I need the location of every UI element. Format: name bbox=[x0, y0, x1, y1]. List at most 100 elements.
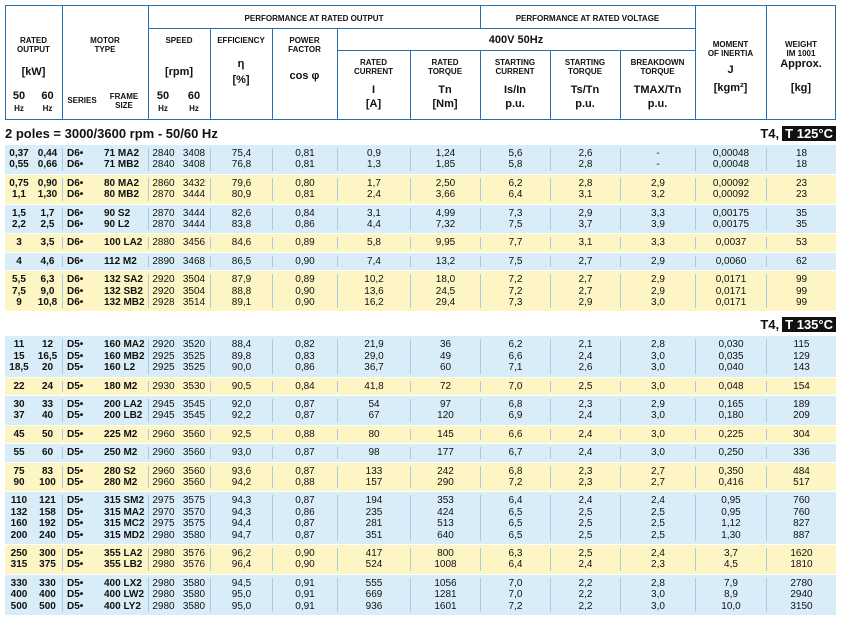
cell: 36,7 bbox=[337, 362, 410, 374]
class-label: T4, bbox=[760, 126, 780, 141]
cell: 3,9 bbox=[620, 218, 695, 231]
cell: 760 bbox=[766, 495, 836, 507]
cell: 99 bbox=[766, 285, 836, 297]
cell: 2780 bbox=[766, 577, 836, 590]
header-text: PERFORMANCE AT RATED VOLTAGE bbox=[515, 14, 660, 23]
cell: 280 S2 bbox=[104, 465, 136, 477]
cell: 3575 bbox=[182, 495, 206, 507]
row-group: 45 50 D5• 225 M2 2960 3560 92,5 0,88 80 145 6,6 2,4… bbox=[5, 425, 836, 444]
cell: 3520 bbox=[182, 339, 206, 351]
table-row: 0,75 0,90 D6• 80 MA2 2860 3432 79,6 0,80 1,7 2,50… bbox=[5, 177, 836, 190]
cell: 200 LA2 bbox=[104, 399, 143, 410]
cell: 89,8 bbox=[210, 350, 272, 363]
section-heading: 2 poles = 3000/3600 rpm - 50/60 Hz T4, T 1… bbox=[5, 124, 836, 144]
row-group: 3 3,5 D6• 100 LA2 2880 3456 84,6 0,89 5,8 9,95 7,7… bbox=[5, 234, 836, 252]
cell: 0,040 bbox=[695, 362, 766, 374]
cell: 2928 bbox=[148, 296, 178, 309]
header-text: [kg] bbox=[790, 82, 812, 94]
cell: 75,4 bbox=[210, 148, 272, 160]
cell: 669 bbox=[337, 589, 410, 601]
cell: 80 MA2 bbox=[104, 177, 140, 189]
cell: D6• bbox=[62, 207, 100, 219]
cell: 23 bbox=[766, 189, 836, 201]
cell: 143 bbox=[766, 362, 836, 374]
header-text: Hz bbox=[42, 104, 53, 113]
cell: 0,66 bbox=[37, 159, 58, 171]
cell: 5,5 bbox=[12, 274, 26, 286]
cell: 89,1 bbox=[210, 296, 272, 309]
cell: 97 bbox=[410, 399, 480, 411]
cell: 2980 bbox=[148, 559, 178, 571]
cell: 92,5 bbox=[210, 428, 272, 441]
cell: 887 bbox=[766, 529, 836, 541]
cell: 2,3 bbox=[550, 476, 620, 489]
cell: 2,5 bbox=[620, 518, 695, 530]
cell: 3560 bbox=[182, 447, 206, 459]
class-label: T4, bbox=[760, 317, 780, 333]
cell: 2960 bbox=[148, 476, 178, 489]
cell: 315 bbox=[10, 559, 28, 571]
cell: 71 MB2 bbox=[104, 159, 140, 171]
cell: 555 bbox=[337, 577, 410, 590]
cell: 3514 bbox=[182, 296, 206, 308]
cell: 10,2 bbox=[337, 274, 410, 286]
rule bbox=[272, 28, 273, 120]
cell: 3408 bbox=[182, 159, 206, 171]
cell: 2945 bbox=[148, 410, 178, 422]
cell: 0,95 bbox=[695, 495, 766, 507]
cell: 88,8 bbox=[210, 285, 272, 297]
cell: 3,3 bbox=[620, 237, 695, 249]
cell: 417 bbox=[337, 548, 410, 560]
cell: 3504 bbox=[182, 274, 206, 286]
cell: D5• bbox=[62, 380, 100, 392]
cell: 0,250 bbox=[695, 447, 766, 459]
cell: 4,4 bbox=[337, 218, 410, 231]
cell: 0,0171 bbox=[695, 285, 766, 297]
cell: 15 bbox=[13, 350, 25, 362]
cell: D6• bbox=[62, 285, 100, 297]
cell: 315 MA2 bbox=[104, 506, 145, 518]
header-text: BREAKDOWN TORQUE bbox=[630, 58, 685, 76]
cell: 400 LX2 bbox=[104, 577, 142, 589]
cell: 517 bbox=[766, 476, 836, 489]
cell: 45 bbox=[13, 428, 25, 440]
cell: 71 MA2 bbox=[104, 148, 140, 159]
cell: D5• bbox=[62, 529, 100, 541]
header-text: PERFORMANCE AT RATED OUTPUT bbox=[244, 14, 384, 23]
cell: 145 bbox=[410, 428, 480, 441]
cell: 7,2 bbox=[480, 285, 550, 297]
table-row: 18,5 20 D5• 160 L2 2925 3525 90,0 0,86 36,7 60 7,1… bbox=[5, 362, 836, 374]
cell: D6• bbox=[62, 218, 100, 231]
cell: 3570 bbox=[182, 506, 206, 518]
cell: 3,0 bbox=[620, 410, 695, 422]
cell: 0,350 bbox=[695, 465, 766, 477]
table-row: 0,55 0,66 D6• 71 MB2 2840 3408 76,8 0,81 1,3 1,85… bbox=[5, 159, 836, 171]
cell: 0,00048 bbox=[695, 159, 766, 171]
table-row: 1,1 1,30 D6• 80 MB2 2870 3444 80,9 0,81 2,4 3,66 6… bbox=[5, 189, 836, 201]
cell: 0,89 bbox=[272, 237, 337, 249]
section-title: 2 poles = 3000/3600 rpm - 50/60 Hz bbox=[5, 126, 218, 141]
cell: 2,6 bbox=[550, 362, 620, 374]
cell: 3,0 bbox=[620, 362, 695, 374]
header-text: MOTOR TYPE bbox=[90, 36, 120, 54]
cell: 3560 bbox=[182, 465, 206, 477]
cell: 2,9 bbox=[620, 274, 695, 286]
cell: 0,00175 bbox=[695, 207, 766, 219]
cell: 3444 bbox=[182, 189, 206, 201]
cell: 6,6 bbox=[480, 428, 550, 441]
cell: 0,81 bbox=[272, 148, 337, 160]
cell: 0,90 bbox=[272, 548, 337, 560]
cell: 3525 bbox=[182, 350, 206, 362]
cell: 7,2 bbox=[480, 476, 550, 489]
rule bbox=[410, 50, 411, 120]
cell: 50 bbox=[41, 428, 54, 440]
cell: 0,0037 bbox=[695, 237, 766, 249]
cell: 83,8 bbox=[210, 218, 272, 231]
cell: 0,035 bbox=[695, 350, 766, 363]
cell: 0,00092 bbox=[695, 177, 766, 190]
cell: 2,9 bbox=[550, 207, 620, 219]
cell: 154 bbox=[766, 380, 836, 392]
cell: 0,225 bbox=[695, 428, 766, 441]
cell: 235 bbox=[337, 506, 410, 519]
cell: 93,6 bbox=[210, 465, 272, 477]
